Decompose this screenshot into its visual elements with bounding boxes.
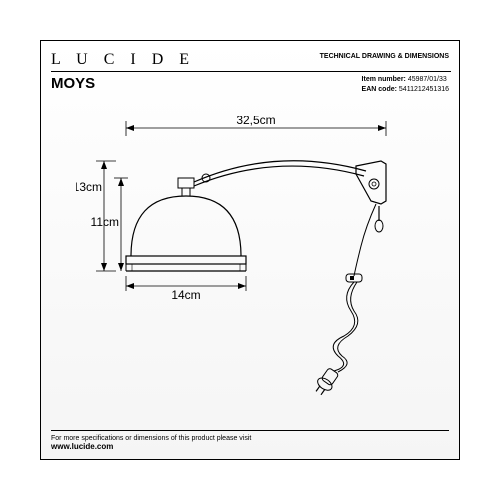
dim-width-top-label: 32,5cm <box>236 116 275 127</box>
drawing-sheet: L U C I D E TECHNICAL DRAWING & DIMENSIO… <box>40 40 460 460</box>
dim-height-outer-label: 13cm <box>76 180 102 194</box>
dimension-top: 32,5cm <box>126 116 386 136</box>
header: L U C I D E TECHNICAL DRAWING & DIMENSIO… <box>51 51 449 72</box>
header-title: TECHNICAL DRAWING & DIMENSIONS <box>320 53 449 60</box>
dim-height-inner-label: 11cm <box>91 215 119 229</box>
ean-label: EAN code: <box>362 86 397 93</box>
dimension-shade-width: 14cm <box>126 276 246 302</box>
footer-url: www.lucide.com <box>51 442 113 451</box>
dim-shade-width-label: 14cm <box>171 288 200 302</box>
lamp-shade <box>126 178 246 271</box>
footer: For more specifications or dimensions of… <box>51 430 449 451</box>
power-cable <box>312 204 376 396</box>
wall-bracket <box>356 161 386 232</box>
ean-value: 5411212451316 <box>399 86 449 93</box>
item-number-label: Item number: <box>362 76 406 83</box>
lamp-arm <box>194 161 366 186</box>
meta-block: Item number: 45987/01/33 EAN code: 54112… <box>362 75 449 95</box>
brand-logo: L U C I D E <box>51 51 195 69</box>
product-name: MOYS <box>51 75 95 92</box>
header-divider <box>51 71 451 72</box>
technical-drawing: 32,5cm 13cm 11cm <box>76 116 426 396</box>
footer-text: For more specifications or dimensions of… <box>51 435 251 442</box>
item-number-value: 45987/01/33 <box>408 76 447 83</box>
